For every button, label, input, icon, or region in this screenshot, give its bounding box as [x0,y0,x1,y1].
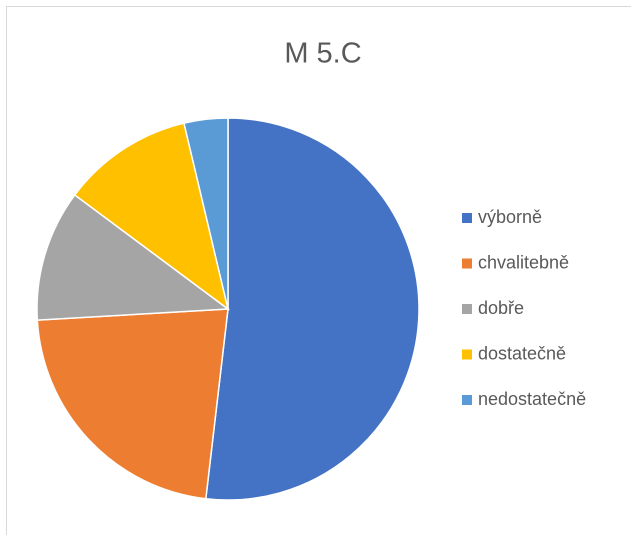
legend-swatch [462,213,472,223]
legend-label: výborně [478,207,542,227]
legend-swatch [462,349,472,360]
legend-swatch [462,258,472,269]
pie-slice [36,308,229,500]
pie-slice [204,117,420,501]
chart-title: M 5.C [284,38,361,70]
legend-swatch [462,304,472,314]
legend-label: chvalitebně [478,252,569,272]
pie-slice [36,193,231,321]
legend-label: dobře [478,298,524,318]
pie-slice [183,117,229,310]
legend-swatch [462,395,472,405]
legend-label: dostatečně [478,343,566,363]
legend-label: nedostatečně [478,389,586,409]
pie-slice [73,122,230,311]
